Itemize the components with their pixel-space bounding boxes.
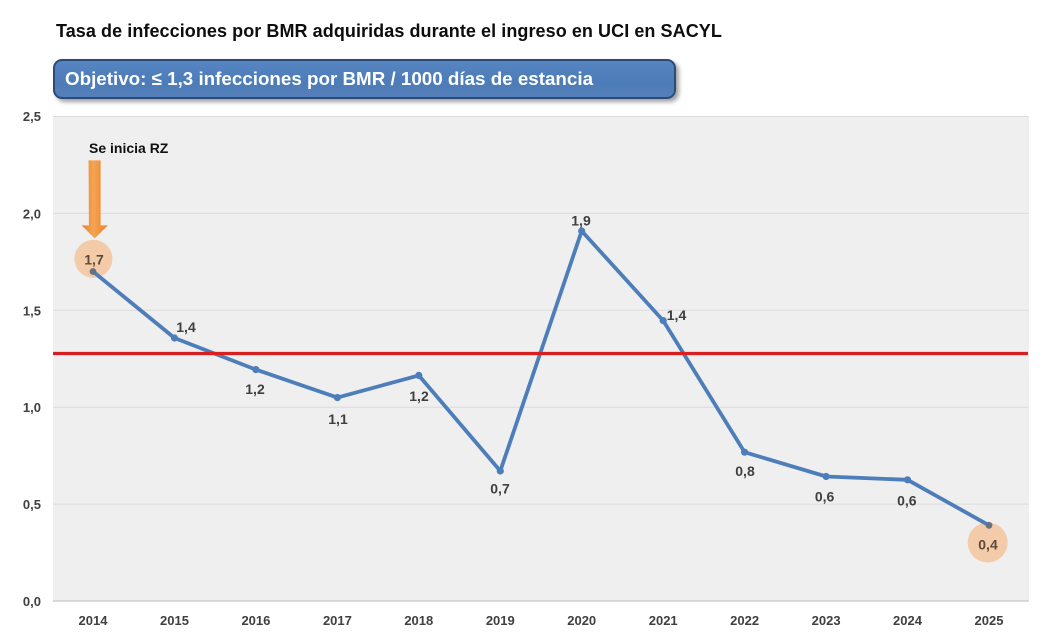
svg-text:2023: 2023 — [812, 613, 841, 628]
svg-text:1,5: 1,5 — [23, 303, 41, 318]
svg-text:0,7: 0,7 — [490, 481, 510, 497]
svg-text:0,5: 0,5 — [23, 497, 41, 512]
svg-text:2015: 2015 — [160, 613, 189, 628]
svg-text:0,4: 0,4 — [978, 537, 998, 553]
svg-text:1,0: 1,0 — [23, 400, 41, 415]
svg-text:0,8: 0,8 — [735, 463, 755, 479]
svg-text:2014: 2014 — [79, 613, 109, 628]
svg-text:2,0: 2,0 — [23, 206, 41, 221]
svg-text:2018: 2018 — [404, 613, 433, 628]
svg-text:2020: 2020 — [567, 613, 596, 628]
svg-text:2024: 2024 — [893, 613, 923, 628]
svg-text:1,4: 1,4 — [176, 319, 196, 335]
svg-text:2021: 2021 — [649, 613, 678, 628]
svg-text:0,6: 0,6 — [897, 493, 917, 509]
svg-text:1,4: 1,4 — [667, 307, 687, 323]
svg-text:2022: 2022 — [730, 613, 759, 628]
svg-text:2017: 2017 — [323, 613, 352, 628]
svg-text:Se inicia RZ: Se inicia RZ — [89, 140, 169, 156]
svg-text:0,0: 0,0 — [23, 594, 41, 609]
svg-text:1,7: 1,7 — [84, 252, 104, 268]
svg-text:2016: 2016 — [241, 613, 270, 628]
svg-text:2019: 2019 — [486, 613, 515, 628]
svg-text:1,9: 1,9 — [571, 212, 591, 228]
svg-text:2,5: 2,5 — [23, 109, 41, 124]
svg-text:1,2: 1,2 — [245, 381, 265, 397]
svg-text:2025: 2025 — [975, 613, 1004, 628]
svg-text:0,6: 0,6 — [815, 488, 835, 504]
svg-text:1,1: 1,1 — [328, 411, 348, 427]
svg-text:1,2: 1,2 — [409, 388, 429, 404]
